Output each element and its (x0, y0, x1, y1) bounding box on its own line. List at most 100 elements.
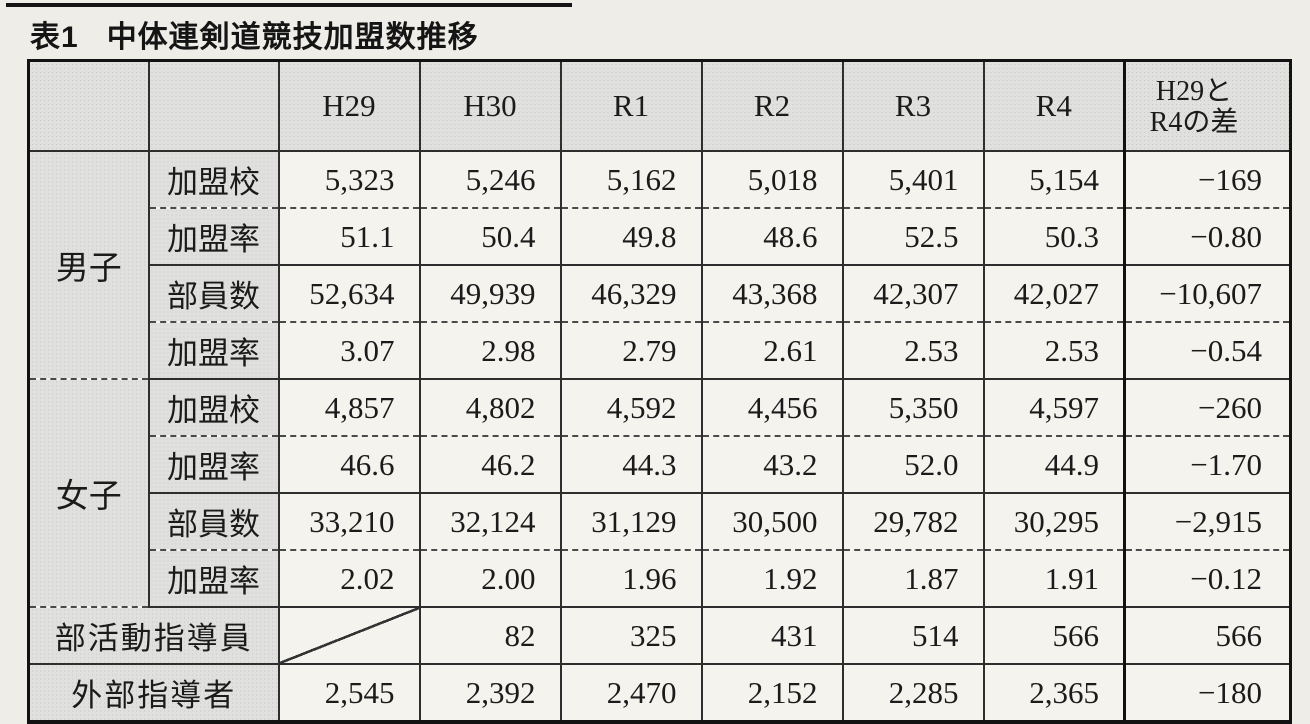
diff-cell: −169 (1123, 151, 1292, 209)
value-cell: 49.8 (559, 208, 703, 266)
row-label: 加盟率 (147, 208, 280, 266)
value-cell: 514 (841, 607, 985, 665)
value-cell: 46.2 (418, 436, 562, 494)
value-cell: 32,124 (418, 493, 562, 551)
diff-cell: −1.70 (1123, 436, 1292, 494)
value-cell: 31,129 (559, 493, 703, 551)
value-cell: 2,285 (841, 664, 985, 722)
row-label-external-instructors: 外部指導者 (27, 664, 280, 722)
value-cell: 2,545 (277, 664, 421, 722)
diff-cell: 566 (1123, 607, 1292, 665)
value-cell: 44.9 (982, 436, 1126, 494)
value-cell: 82 (418, 607, 562, 665)
table-row-girls-school-rate: 加盟率 46.6 46.2 44.3 43.2 52.0 44.9 −1.70 (29, 436, 1292, 494)
value-cell: 52.5 (841, 208, 985, 266)
row-label: 加盟校 (147, 379, 280, 437)
value-cell: 2,392 (418, 664, 562, 722)
value-cell: 30,295 (982, 493, 1126, 551)
table-caption-number: 表1 (30, 21, 79, 54)
value-cell: 50.4 (418, 208, 562, 266)
year-header-h29: H29 (277, 60, 421, 152)
value-cell: 29,782 (841, 493, 985, 551)
diff-cell: −10,607 (1123, 265, 1292, 323)
value-cell: 50.3 (982, 208, 1126, 266)
value-cell: 52,634 (277, 265, 421, 323)
value-cell: 42,307 (841, 265, 985, 323)
value-cell: 49,939 (418, 265, 562, 323)
table-row-boys-members: 部員数 52,634 49,939 46,329 43,368 42,307 4… (29, 265, 1292, 323)
diff-header-line2: R4の差 (1149, 107, 1239, 138)
value-cell: 3.07 (277, 322, 421, 380)
empty-diagonal-cell (277, 607, 421, 665)
table-row-boys-schools: 男子 加盟校 5,323 5,246 5,162 5,018 5,401 5,1… (27, 151, 1292, 380)
value-cell: 5,323 (277, 151, 421, 209)
table-caption: 表1 中体連剣道競技加盟数推移 (30, 12, 479, 56)
diff-cell: −0.54 (1123, 322, 1292, 380)
value-cell: 46,329 (559, 265, 703, 323)
row-label: 加盟校 (147, 151, 280, 209)
value-cell: 5,350 (841, 379, 985, 437)
value-cell: 4,857 (277, 379, 421, 437)
value-cell: 4,456 (700, 379, 844, 437)
value-cell: 1.87 (841, 550, 985, 608)
value-cell: 2.53 (982, 322, 1126, 380)
table-row-boys-member-rate: 加盟率 3.07 2.98 2.79 2.61 2.53 2.53 −0.54 (29, 322, 1292, 380)
table-row-external-instructors: 外部指導者 2,545 2,392 2,470 2,152 2,285 2,36… (27, 664, 1292, 722)
row-label: 加盟率 (147, 322, 280, 380)
year-header-h30: H30 (418, 60, 562, 152)
value-cell: 1.91 (982, 550, 1126, 608)
value-cell: 566 (982, 607, 1126, 665)
value-cell: 46.6 (277, 436, 421, 494)
value-cell: 2.61 (700, 322, 844, 380)
value-cell: 5,154 (982, 151, 1126, 209)
value-cell: 2.00 (418, 550, 562, 608)
header-row: H29 H30 R1 R2 R3 R4 H29と R4の差 (27, 60, 1292, 152)
year-header-r3: R3 (841, 60, 985, 152)
row-label-club-instructors: 部活動指導員 (27, 607, 280, 665)
value-cell: 4,802 (418, 379, 562, 437)
row-label: 部員数 (147, 265, 280, 323)
value-cell: 325 (559, 607, 703, 665)
group-label-girls: 女子 (27, 379, 150, 608)
value-cell: 2.53 (841, 322, 985, 380)
group-label-boys: 男子 (27, 151, 150, 380)
value-cell: 33,210 (277, 493, 421, 551)
diff-cell: −0.12 (1123, 550, 1292, 608)
table-row-club-instructors: 部活動指導員 82 325 431 514 566 566 (27, 607, 1292, 665)
row-label: 加盟率 (147, 436, 280, 494)
value-cell: 51.1 (277, 208, 421, 266)
header-corner-group-cell (27, 60, 150, 152)
value-cell: 48.6 (700, 208, 844, 266)
diff-header-line1: H29と (1155, 75, 1233, 107)
value-cell: 2.79 (559, 322, 703, 380)
value-cell: 1.96 (559, 550, 703, 608)
value-cell: 5,401 (841, 151, 985, 209)
value-cell: 43.2 (700, 436, 844, 494)
value-cell: 2,152 (700, 664, 844, 722)
table-row-girls-member-rate: 加盟率 2.02 2.00 1.96 1.92 1.87 1.91 −0.12 (29, 550, 1292, 608)
value-cell: 4,597 (982, 379, 1126, 437)
table-row-girls-schools: 女子 加盟校 4,857 4,802 4,592 4,456 5,350 4,5… (27, 379, 1292, 608)
year-header-r2: R2 (700, 60, 844, 152)
value-cell: 2.02 (277, 550, 421, 608)
membership-table: H29 H30 R1 R2 R3 R4 H29と R4の差 男子 加盟校 5,3… (27, 59, 1292, 724)
value-cell: 52.0 (841, 436, 985, 494)
header-corner-category-cell (147, 60, 280, 152)
value-cell: 5,246 (418, 151, 562, 209)
diff-cell: −260 (1123, 379, 1292, 437)
value-cell: 44.3 (559, 436, 703, 494)
value-cell: 5,162 (559, 151, 703, 209)
diff-header: H29と R4の差 (1123, 60, 1292, 152)
value-cell: 1.92 (700, 550, 844, 608)
value-cell: 42,027 (982, 265, 1126, 323)
value-cell: 43,368 (700, 265, 844, 323)
year-header-r1: R1 (559, 60, 703, 152)
value-cell: 2,365 (982, 664, 1126, 722)
diff-cell: −0.80 (1123, 208, 1292, 266)
table-caption-text: 中体連剣道競技加盟数推移 (106, 21, 479, 54)
value-cell: 2,470 (559, 664, 703, 722)
row-label: 部員数 (147, 493, 280, 551)
value-cell: 30,500 (700, 493, 844, 551)
scan-artifact-line (6, 3, 572, 7)
diff-cell: −180 (1123, 664, 1292, 722)
